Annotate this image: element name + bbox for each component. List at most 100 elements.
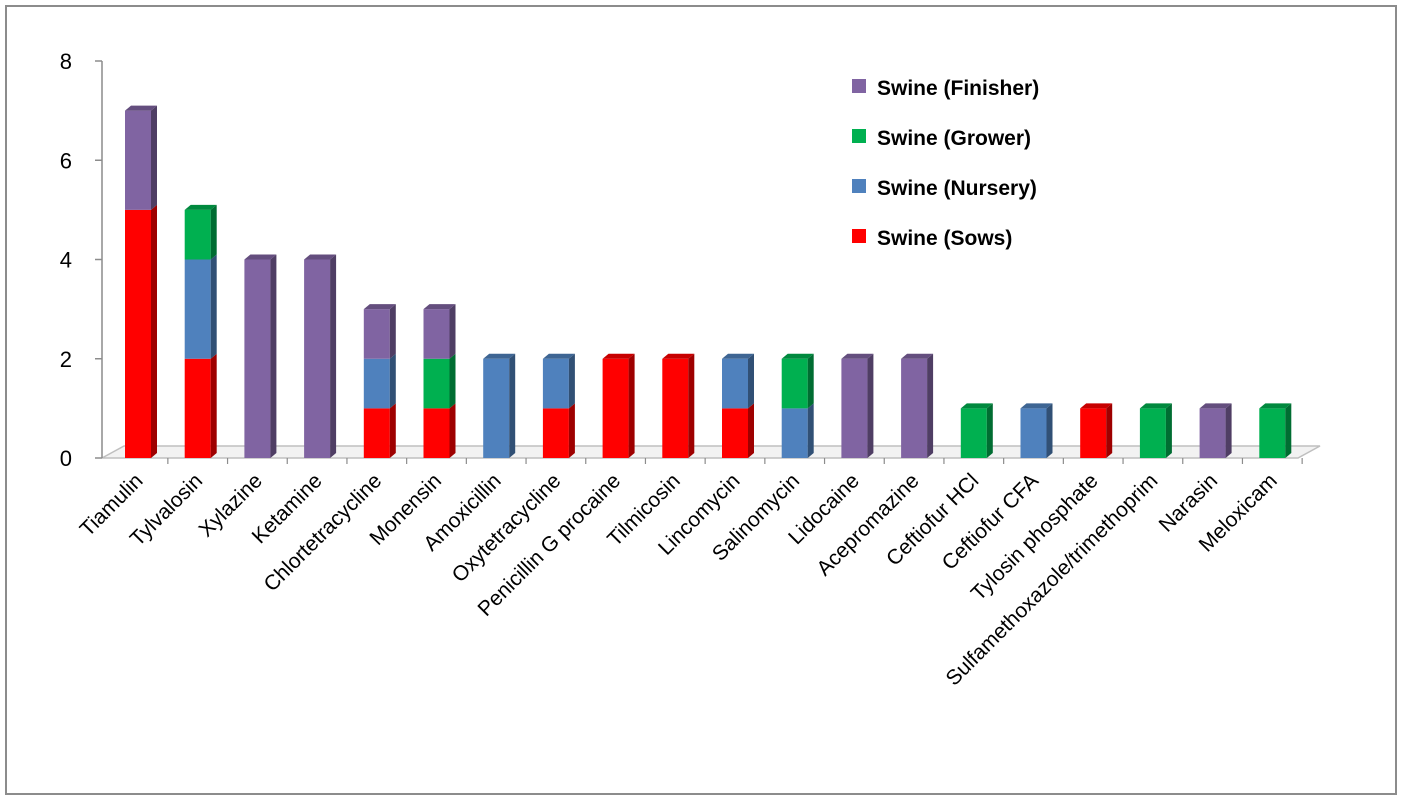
bar-stack-tylosin-phosphate [1080, 403, 1113, 458]
bar-top [781, 353, 814, 359]
legend-entry: Swine (Sows) [852, 227, 1012, 250]
legend-swatch [852, 229, 866, 243]
bar-segment [304, 259, 331, 458]
bar-segment [781, 408, 808, 458]
bar-stack-oxytetracycline [542, 353, 575, 458]
bar-segment-side [151, 204, 157, 458]
bar-stack-tylvalosin [184, 204, 217, 458]
bar-segment-side [449, 353, 456, 409]
bar-segment [125, 209, 151, 458]
chart-frame [5, 5, 1397, 795]
bar-top [184, 204, 217, 210]
bar-stack-salinomycin [781, 353, 814, 458]
bar-top [423, 304, 456, 310]
bar-segment-side [1225, 403, 1232, 458]
y-tick-label: 0 [60, 446, 72, 471]
bar-top [1199, 403, 1232, 409]
bar-segment [722, 358, 748, 409]
bar-stack-amoxicillin [483, 353, 516, 458]
bar-stack-penicillin-g-procaine [602, 353, 635, 458]
bar-segment [1139, 408, 1166, 458]
bar-stack-ketamine [304, 254, 337, 458]
bar-top [901, 353, 934, 359]
legend-label: Swine (Grower) [877, 127, 1031, 150]
bar-segment-side [628, 353, 635, 458]
bar-segment-side [1165, 403, 1172, 458]
bar-segment-side [389, 304, 396, 359]
bar-stack-lidocaine [841, 353, 874, 458]
legend-label: Swine (Sows) [877, 227, 1012, 250]
bar-segment-side [807, 403, 814, 458]
bar-segment-side [330, 254, 337, 458]
bar-top [722, 353, 754, 359]
bar-top [662, 353, 695, 359]
bar-segment [1080, 408, 1107, 458]
bar-top [125, 105, 157, 111]
bar-segment [781, 358, 808, 409]
bar-segment-side [748, 353, 754, 409]
bar-segment-side [210, 254, 217, 359]
chart-floor [101, 445, 1321, 459]
bar-segment-side [270, 254, 277, 458]
bar-segment [184, 209, 211, 260]
bar-stack-sulfamethoxazole-trimethoprim [1139, 403, 1172, 458]
bar-segment-side [688, 353, 695, 458]
bar-top [1139, 403, 1172, 409]
bar-segment-side [449, 304, 456, 359]
bar-stack-monensin [423, 304, 456, 458]
bar-top [960, 403, 993, 409]
bar-segment [184, 259, 211, 359]
y-tick-label: 6 [60, 148, 72, 173]
x-category-label: Acepromazine [812, 469, 923, 580]
bar-segment-side [389, 403, 396, 458]
bar-segment-side [807, 353, 814, 409]
y-tick-label: 2 [60, 347, 72, 372]
bar-segment [542, 408, 569, 458]
bar-top [542, 353, 575, 359]
bar-segment [722, 408, 748, 458]
bar-top [1259, 403, 1292, 409]
legend-entry: Swine (Grower) [852, 127, 1031, 150]
bar-stack-ceftiofur-cfa [1020, 403, 1053, 458]
bar-stack-xylazine [244, 254, 277, 458]
bar-stack-tilmicosin [662, 353, 695, 458]
legend-label: Swine (Finisher) [877, 77, 1039, 100]
bar-segment [1259, 408, 1286, 458]
bar-segment [244, 259, 271, 458]
bar-segment [901, 358, 928, 458]
bar-segment-side [210, 353, 217, 458]
legend-swatch [852, 179, 866, 193]
bar-segment-side [389, 353, 396, 409]
legend-entry: Swine (Nursery) [852, 177, 1037, 200]
bar-stack-meloxicam [1259, 403, 1292, 458]
bar-segment [602, 358, 629, 458]
bar-segment [662, 358, 689, 458]
bar-segment [542, 358, 569, 409]
bar-stack-chlortetracycline [363, 304, 396, 458]
bar-stack-acepromazine [901, 353, 934, 458]
bar-top [483, 353, 516, 359]
bar-segment-side [568, 403, 575, 458]
bar-top [244, 254, 277, 260]
y-tick-label: 8 [60, 49, 72, 74]
bar-segment-side [151, 105, 157, 210]
bar-segment [483, 358, 510, 458]
bar-segment [363, 309, 390, 359]
bar-stack-narasin [1199, 403, 1232, 458]
bar-stack-lincomycin [722, 353, 754, 458]
bar-stack-ceftiofur-hcl [960, 403, 993, 458]
bar-segment-side [568, 353, 575, 409]
bar-segment-side [748, 403, 754, 458]
bar-segment [423, 408, 450, 458]
bar-segment [363, 408, 390, 458]
bar-segment-side [1285, 403, 1292, 458]
bar-segment [1020, 408, 1047, 458]
y-tick-label: 4 [60, 248, 72, 273]
x-category-label: Oxytetracycline [448, 469, 566, 587]
bar-segment-side [867, 353, 874, 458]
bar-segment-side [1046, 403, 1053, 458]
bar-segment [841, 358, 868, 458]
bar-segment-side [927, 353, 934, 458]
bar-stack-tiamulin [125, 105, 157, 458]
